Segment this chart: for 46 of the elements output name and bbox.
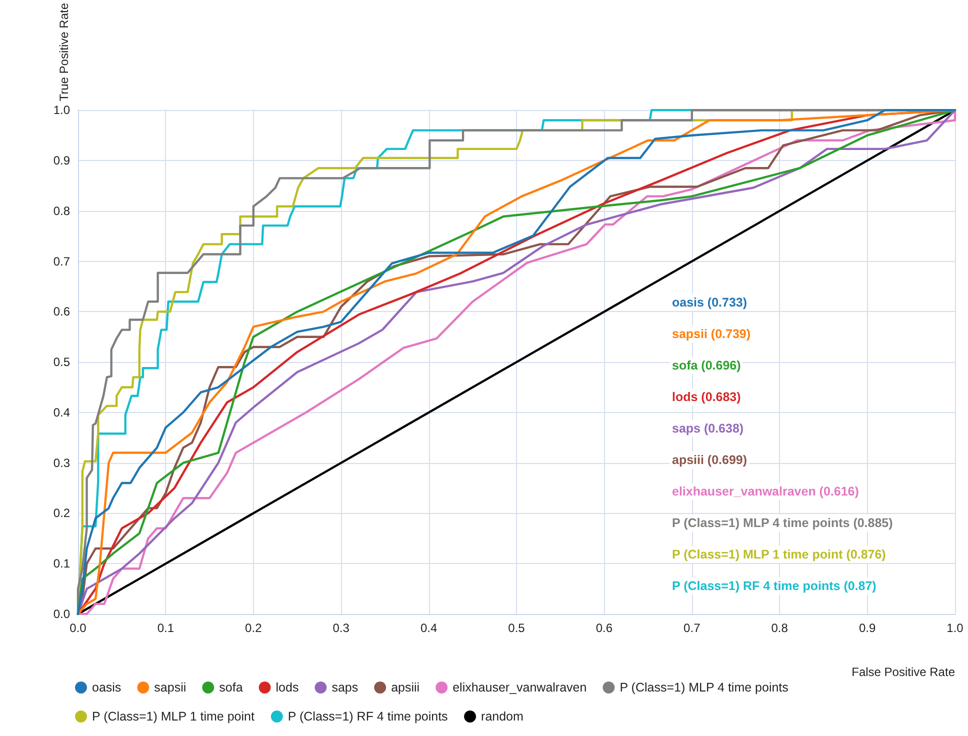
x-tick-label: 0.4	[420, 621, 438, 635]
y-tick-label: 0.6	[53, 304, 70, 319]
annotation: P (Class=1) RF 4 time points (0.87)	[672, 579, 876, 593]
y-tick-label: 0.8	[53, 204, 70, 218]
y-tick-label: 0.1	[53, 556, 70, 571]
annotation: P (Class=1) MLP 1 time point (0.876)	[672, 548, 886, 562]
legend-label: apsiii	[391, 680, 420, 694]
x-tick-label: 0.8	[771, 621, 788, 635]
x-tick-label: 0.7	[684, 621, 701, 635]
annotation: saps (0.638)	[672, 422, 744, 436]
x-tick-label: 0.0	[70, 621, 87, 635]
annotation: elixhauser_vanwalraven (0.616)	[672, 484, 859, 498]
legend-label: P (Class=1) RF 4 time points	[288, 710, 448, 724]
annotation: lods (0.683)	[672, 390, 741, 404]
legend-label: sofa	[219, 680, 243, 694]
legend-label: lods	[276, 680, 299, 694]
legend-label: sapsii	[154, 680, 186, 694]
x-axis-title: False Positive Rate	[852, 665, 956, 679]
x-tick-label: 0.2	[245, 621, 262, 635]
y-axis-title: True Positive Rate	[57, 2, 71, 102]
x-tick-label: 1.0	[946, 621, 964, 635]
legend-label: oasis	[92, 680, 122, 694]
y-tick-label: 0.5	[53, 355, 70, 370]
annotation: sapsii (0.739)	[672, 327, 751, 341]
legend-label: P (Class=1) MLP 1 time point	[92, 710, 255, 724]
y-tick-label: 1.0	[53, 103, 70, 118]
legend-label: P (Class=1) MLP 4 time points	[620, 680, 788, 694]
annotation: P (Class=1) MLP 4 time points (0.885)	[672, 516, 893, 530]
annotation: oasis (0.733)	[672, 296, 748, 310]
line-series	[76, 109, 956, 616]
annotation: sofa (0.696)	[672, 358, 741, 372]
y-tick-label: 0.9	[53, 154, 70, 168]
x-tick-label: 0.9	[858, 621, 876, 635]
annotation: apsiii (0.699)	[672, 453, 748, 467]
y-tick-label: 0.3	[53, 456, 70, 470]
y-tick-label: 0.7	[53, 254, 70, 268]
legend-label: saps	[332, 680, 358, 694]
x-tick-label: 0.1	[157, 621, 174, 635]
x-tick-label: 0.6	[596, 621, 613, 635]
y-tick-label: 0.2	[53, 506, 70, 520]
legend-label: random	[481, 710, 524, 724]
legend-label: elixhauser_vanwalraven	[452, 680, 587, 694]
x-tick-label: 0.3	[332, 621, 350, 635]
x-tick-label: 0.5	[508, 621, 526, 635]
y-tick-label: 0.0	[53, 607, 70, 621]
y-tick-label: 0.4	[53, 405, 70, 420]
